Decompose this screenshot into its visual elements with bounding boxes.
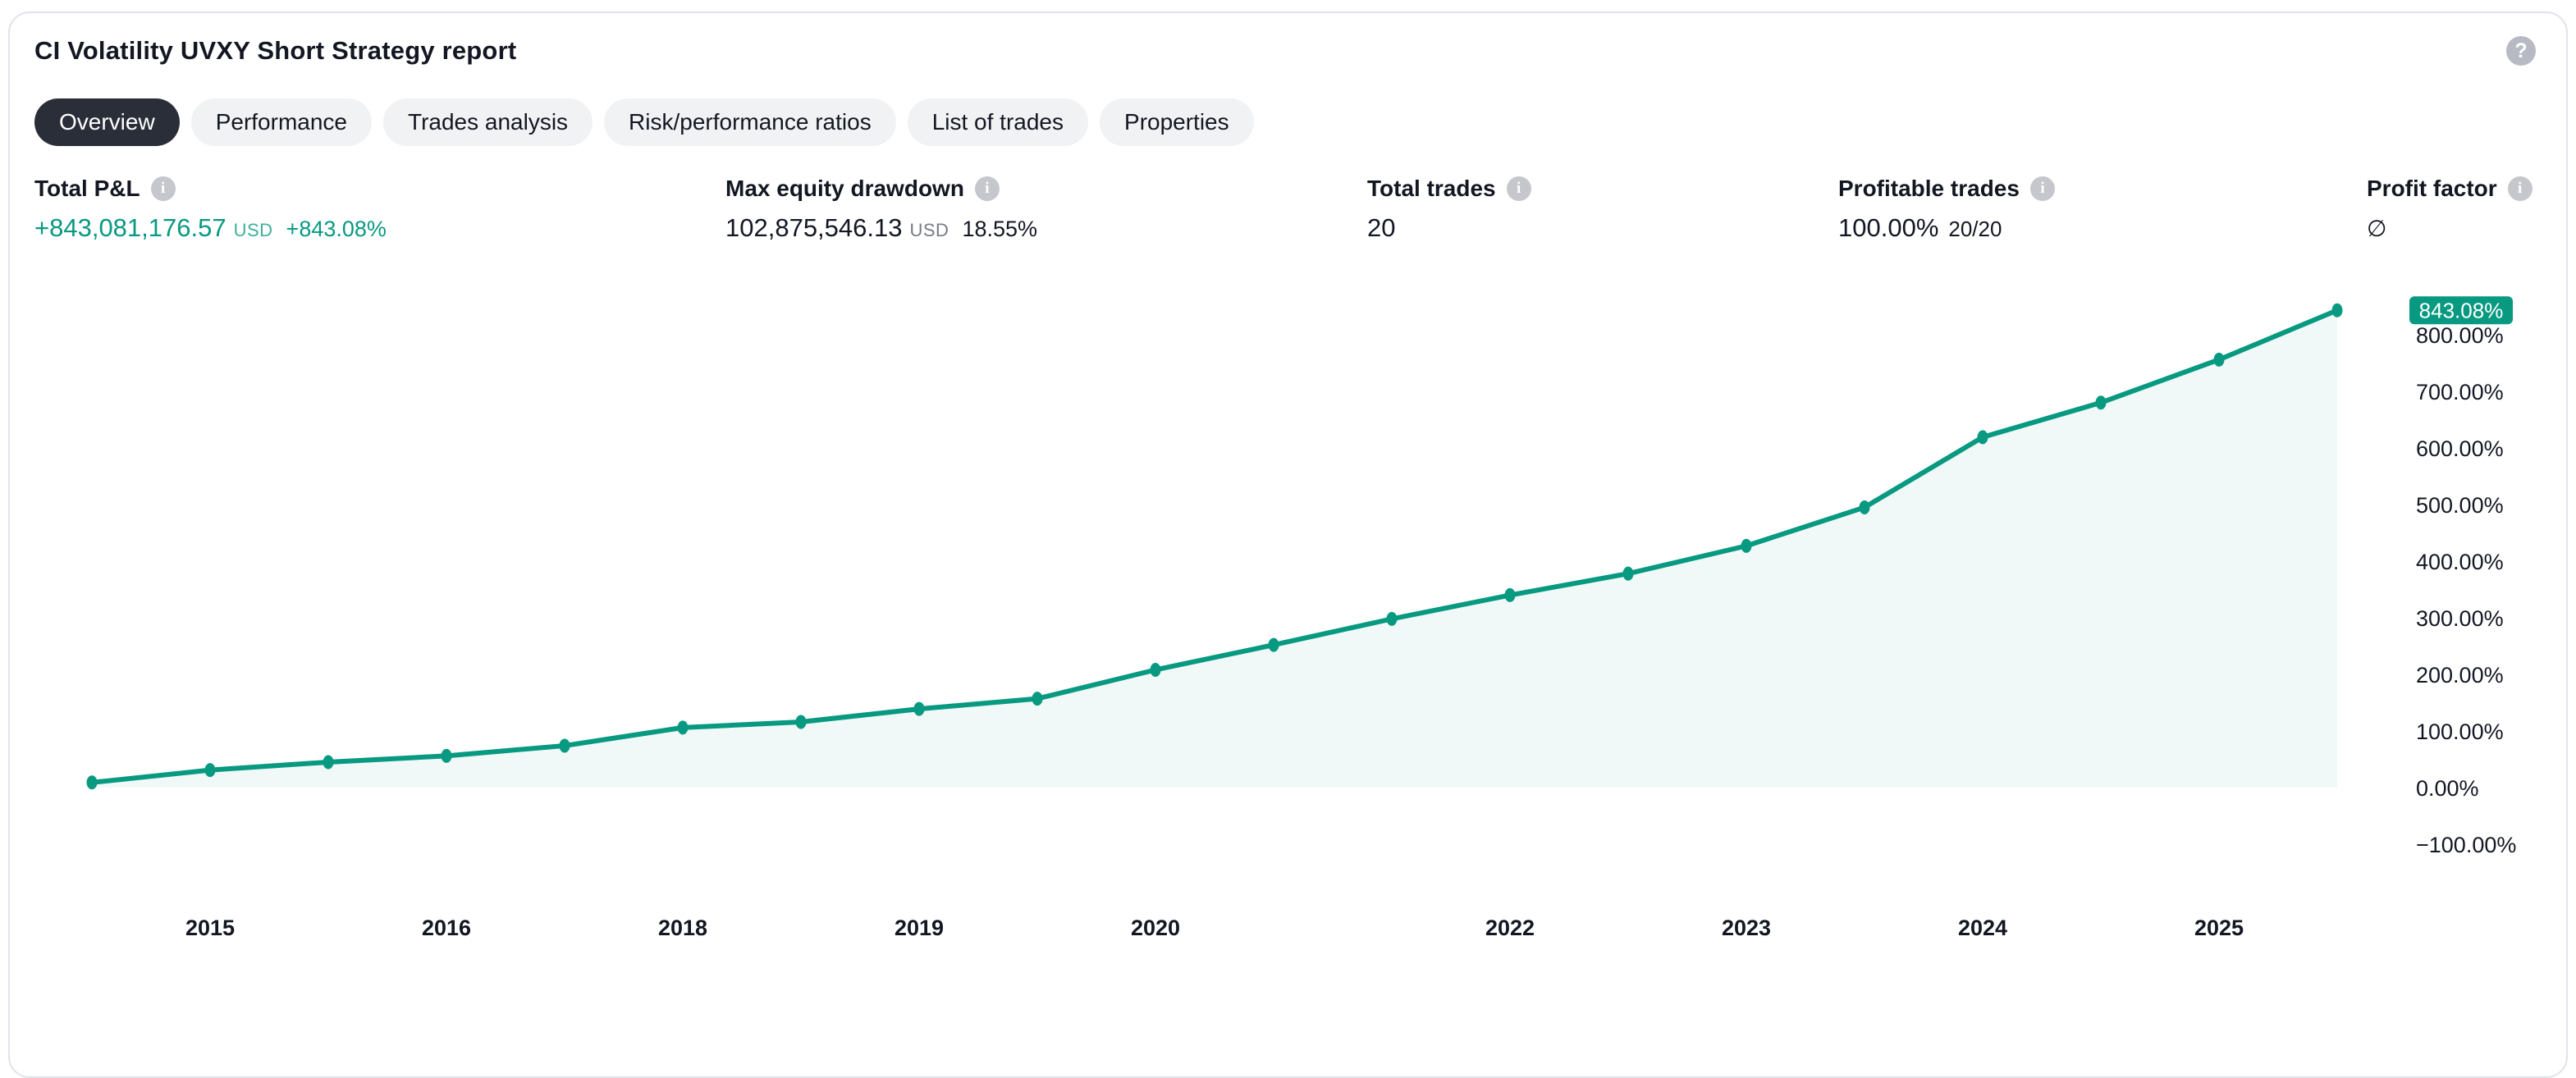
stat-profit-factor: Profit factor i ∅: [2367, 174, 2533, 242]
equity-line: [89, 308, 2340, 785]
info-icon[interactable]: i: [1506, 176, 1531, 201]
y-axis-tick: 800.00%: [2416, 323, 2504, 348]
equity-area-fill: [92, 310, 2337, 788]
x-axis-year-label: 2015: [185, 916, 235, 940]
report-tabs: Overview Performance Trades analysis Risk/p…: [34, 98, 1254, 146]
y-axis-tick: 300.00%: [2416, 606, 2504, 631]
tab-performance[interactable]: Performance: [190, 98, 372, 146]
x-axis-year-label: 2019: [895, 916, 944, 940]
stat-label: Profit factor: [2367, 176, 2497, 201]
data-point-marker: [441, 748, 452, 763]
y-axis-tick: 500.00%: [2416, 493, 2504, 518]
tab-overview[interactable]: Overview: [34, 98, 180, 146]
data-point-marker: [677, 720, 689, 735]
stat-total-pnl: Total P&L i +843,081,176.57 USD +843.08%: [34, 174, 387, 243]
data-point-marker: [1504, 587, 1516, 602]
data-point-marker: [2095, 395, 2107, 410]
stat-value: 20: [1367, 213, 1396, 242]
y-axis-tick: 0.00%: [2416, 776, 2479, 801]
data-point-marker: [1268, 637, 1279, 652]
info-icon[interactable]: i: [150, 176, 176, 201]
tab-list-of-trades[interactable]: List of trades: [907, 98, 1089, 146]
data-point-marker: [86, 775, 98, 790]
stat-label: Total P&L: [34, 176, 140, 201]
stat-secondary: 20/20: [1948, 217, 2002, 241]
tab-trades-analysis[interactable]: Trades analysis: [383, 98, 593, 146]
x-axis-year-label: 2018: [658, 916, 707, 940]
data-point-marker: [204, 763, 216, 778]
report-card: [8, 11, 2568, 1078]
stat-unit: USD: [909, 220, 949, 240]
stat-total-trades: Total trades i 20: [1367, 174, 1531, 243]
info-icon[interactable]: i: [2029, 176, 2055, 201]
empty-set-value: ∅: [2367, 216, 2387, 241]
data-point-marker: [913, 701, 925, 716]
info-icon[interactable]: i: [2507, 176, 2533, 201]
stat-label: Total trades: [1367, 176, 1496, 201]
x-axis-year-label: 2023: [1722, 916, 1771, 940]
data-point-marker: [1622, 566, 1634, 581]
y-axis-tick: 200.00%: [2416, 663, 2504, 687]
equity-curve-chart[interactable]: 800.00% 700.00% 600.00% 500.00% 400.00% 300.0…: [0, 271, 2576, 970]
x-axis-year-label: 2025: [2194, 916, 2244, 940]
stat-max-drawdown: Max equity drawdown i 102,875,546.13 USD…: [725, 174, 1037, 243]
data-point-marker: [1386, 611, 1398, 626]
y-axis-tick: 700.00%: [2416, 380, 2504, 404]
stat-profitable-trades: Profitable trades i 100.00% 20/20: [1838, 174, 2055, 243]
data-point-marker: [1032, 692, 1043, 706]
y-axis-tick: −100.00%: [2416, 833, 2516, 857]
y-axis-tick: 100.00%: [2416, 719, 2504, 744]
stat-label: Profitable trades: [1838, 176, 2020, 201]
y-axis-tick: 400.00%: [2416, 550, 2504, 574]
data-point-marker: [323, 755, 334, 770]
x-axis-year-label: 2024: [1958, 916, 2007, 940]
info-icon[interactable]: i: [974, 176, 1000, 201]
data-point-marker: [1859, 500, 1870, 514]
y-axis-tick: 600.00%: [2416, 436, 2504, 461]
x-axis-year-label: 2016: [422, 916, 471, 940]
help-icon[interactable]: ?: [2506, 36, 2536, 66]
page-title: CI Volatility UVXY Short Strategy report: [34, 36, 517, 65]
tab-properties[interactable]: Properties: [1100, 98, 1254, 146]
stat-unit: USD: [233, 220, 273, 240]
stat-label: Max equity drawdown: [725, 176, 964, 201]
data-point-marker: [1150, 662, 1161, 677]
data-point-marker: [559, 738, 570, 753]
last-value-badge-label: 843.08%: [2419, 298, 2504, 322]
data-point-marker: [1741, 538, 1752, 553]
data-point-marker: [1977, 430, 1988, 445]
tab-risk-performance-ratios[interactable]: Risk/performance ratios: [604, 98, 896, 146]
stat-secondary: 18.55%: [962, 217, 1038, 241]
equity-curve-svg: 800.00% 700.00% 600.00% 500.00% 400.00% 300.0…: [86, 296, 2516, 940]
stat-secondary: +843.08%: [286, 217, 387, 241]
x-axis-year-label: 2020: [1131, 916, 1180, 940]
data-point-marker: [2331, 303, 2343, 317]
data-point-marker: [2213, 352, 2225, 367]
last-value-badge: [2409, 296, 2513, 325]
x-axis-year-label: 2022: [1485, 916, 1535, 940]
stat-value: 100.00%: [1838, 213, 1939, 242]
data-point-marker: [795, 715, 807, 729]
stat-value: +843,081,176.57: [34, 213, 226, 242]
stat-value: 102,875,546.13: [725, 213, 903, 242]
